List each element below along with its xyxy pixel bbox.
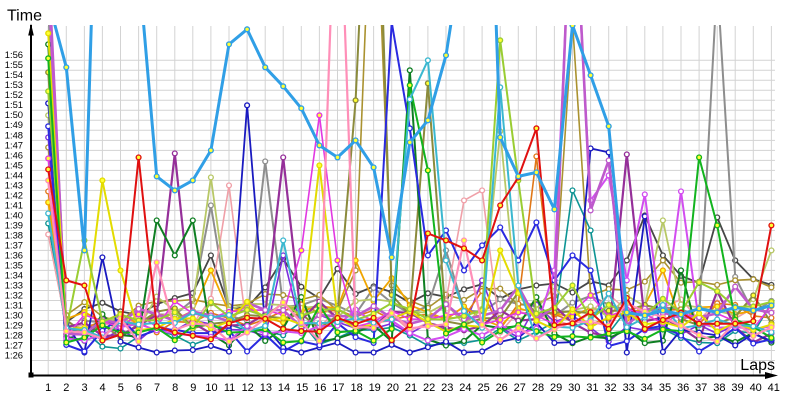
svg-text:1:33: 1:33 (5, 279, 23, 290)
svg-text:12: 12 (242, 382, 254, 394)
svg-text:1:41: 1:41 (5, 199, 23, 210)
svg-text:37: 37 (695, 382, 707, 394)
svg-text:1:39: 1:39 (5, 219, 23, 230)
svg-text:8: 8 (172, 382, 178, 394)
svg-text:1:56: 1:56 (5, 49, 23, 60)
svg-text:24: 24 (459, 382, 471, 394)
svg-text:39: 39 (731, 382, 743, 394)
svg-text:7: 7 (154, 382, 160, 394)
svg-text:1:36: 1:36 (5, 249, 23, 260)
svg-text:1:29: 1:29 (5, 319, 23, 330)
svg-text:1:47: 1:47 (5, 139, 23, 150)
svg-text:29: 29 (550, 382, 562, 394)
svg-text:19: 19 (369, 382, 381, 394)
svg-text:1:54: 1:54 (5, 69, 23, 80)
svg-text:2: 2 (63, 382, 69, 394)
svg-text:1:50: 1:50 (5, 109, 23, 120)
svg-text:17: 17 (332, 382, 344, 394)
svg-text:1:43: 1:43 (5, 179, 23, 190)
svg-text:28: 28 (532, 382, 544, 394)
svg-text:1:38: 1:38 (5, 229, 23, 240)
svg-text:41: 41 (768, 382, 780, 394)
svg-text:30: 30 (568, 382, 580, 394)
svg-text:20: 20 (387, 382, 399, 394)
svg-text:1:34: 1:34 (5, 269, 23, 280)
svg-text:31: 31 (586, 382, 598, 394)
svg-text:1:37: 1:37 (5, 239, 23, 250)
svg-text:13: 13 (260, 382, 272, 394)
svg-text:36: 36 (677, 382, 689, 394)
svg-text:1:30: 1:30 (5, 309, 23, 320)
svg-text:1: 1 (45, 382, 51, 394)
svg-text:14: 14 (278, 382, 290, 394)
svg-text:10: 10 (205, 382, 217, 394)
svg-text:1:44: 1:44 (5, 169, 23, 180)
svg-text:4: 4 (100, 382, 106, 394)
svg-text:35: 35 (659, 382, 671, 394)
svg-text:1:46: 1:46 (5, 149, 23, 160)
svg-text:9: 9 (190, 382, 196, 394)
svg-text:27: 27 (514, 382, 526, 394)
svg-text:1:27: 1:27 (5, 339, 23, 350)
svg-text:33: 33 (623, 382, 635, 394)
svg-text:38: 38 (713, 382, 725, 394)
svg-text:32: 32 (604, 382, 616, 394)
svg-text:23: 23 (441, 382, 453, 394)
svg-text:18: 18 (350, 382, 362, 394)
svg-text:1:31: 1:31 (5, 299, 23, 310)
svg-text:1:42: 1:42 (5, 189, 23, 200)
svg-text:34: 34 (641, 382, 653, 394)
svg-text:1:52: 1:52 (5, 89, 23, 100)
svg-text:1:53: 1:53 (5, 79, 23, 90)
svg-text:1:48: 1:48 (5, 129, 23, 140)
svg-text:1:51: 1:51 (5, 99, 23, 110)
svg-text:11: 11 (224, 382, 235, 394)
svg-text:21: 21 (405, 382, 417, 394)
svg-text:3: 3 (81, 382, 87, 394)
svg-text:26: 26 (496, 382, 508, 394)
svg-text:6: 6 (136, 382, 142, 394)
svg-text:1:28: 1:28 (5, 329, 23, 340)
svg-text:Laps: Laps (740, 357, 775, 374)
svg-text:1:35: 1:35 (5, 259, 23, 270)
svg-text:22: 22 (423, 382, 435, 394)
svg-text:5: 5 (118, 382, 124, 394)
svg-text:16: 16 (314, 382, 326, 394)
svg-text:1:45: 1:45 (5, 159, 23, 170)
svg-text:1:32: 1:32 (5, 289, 23, 300)
svg-text:1:55: 1:55 (5, 59, 23, 70)
svg-text:1:26: 1:26 (5, 349, 23, 360)
svg-text:1:49: 1:49 (5, 119, 23, 130)
svg-text:15: 15 (296, 382, 308, 394)
svg-text:25: 25 (477, 382, 489, 394)
svg-text:40: 40 (750, 382, 762, 394)
svg-text:1:40: 1:40 (5, 209, 23, 220)
svg-text:Time: Time (7, 8, 42, 25)
